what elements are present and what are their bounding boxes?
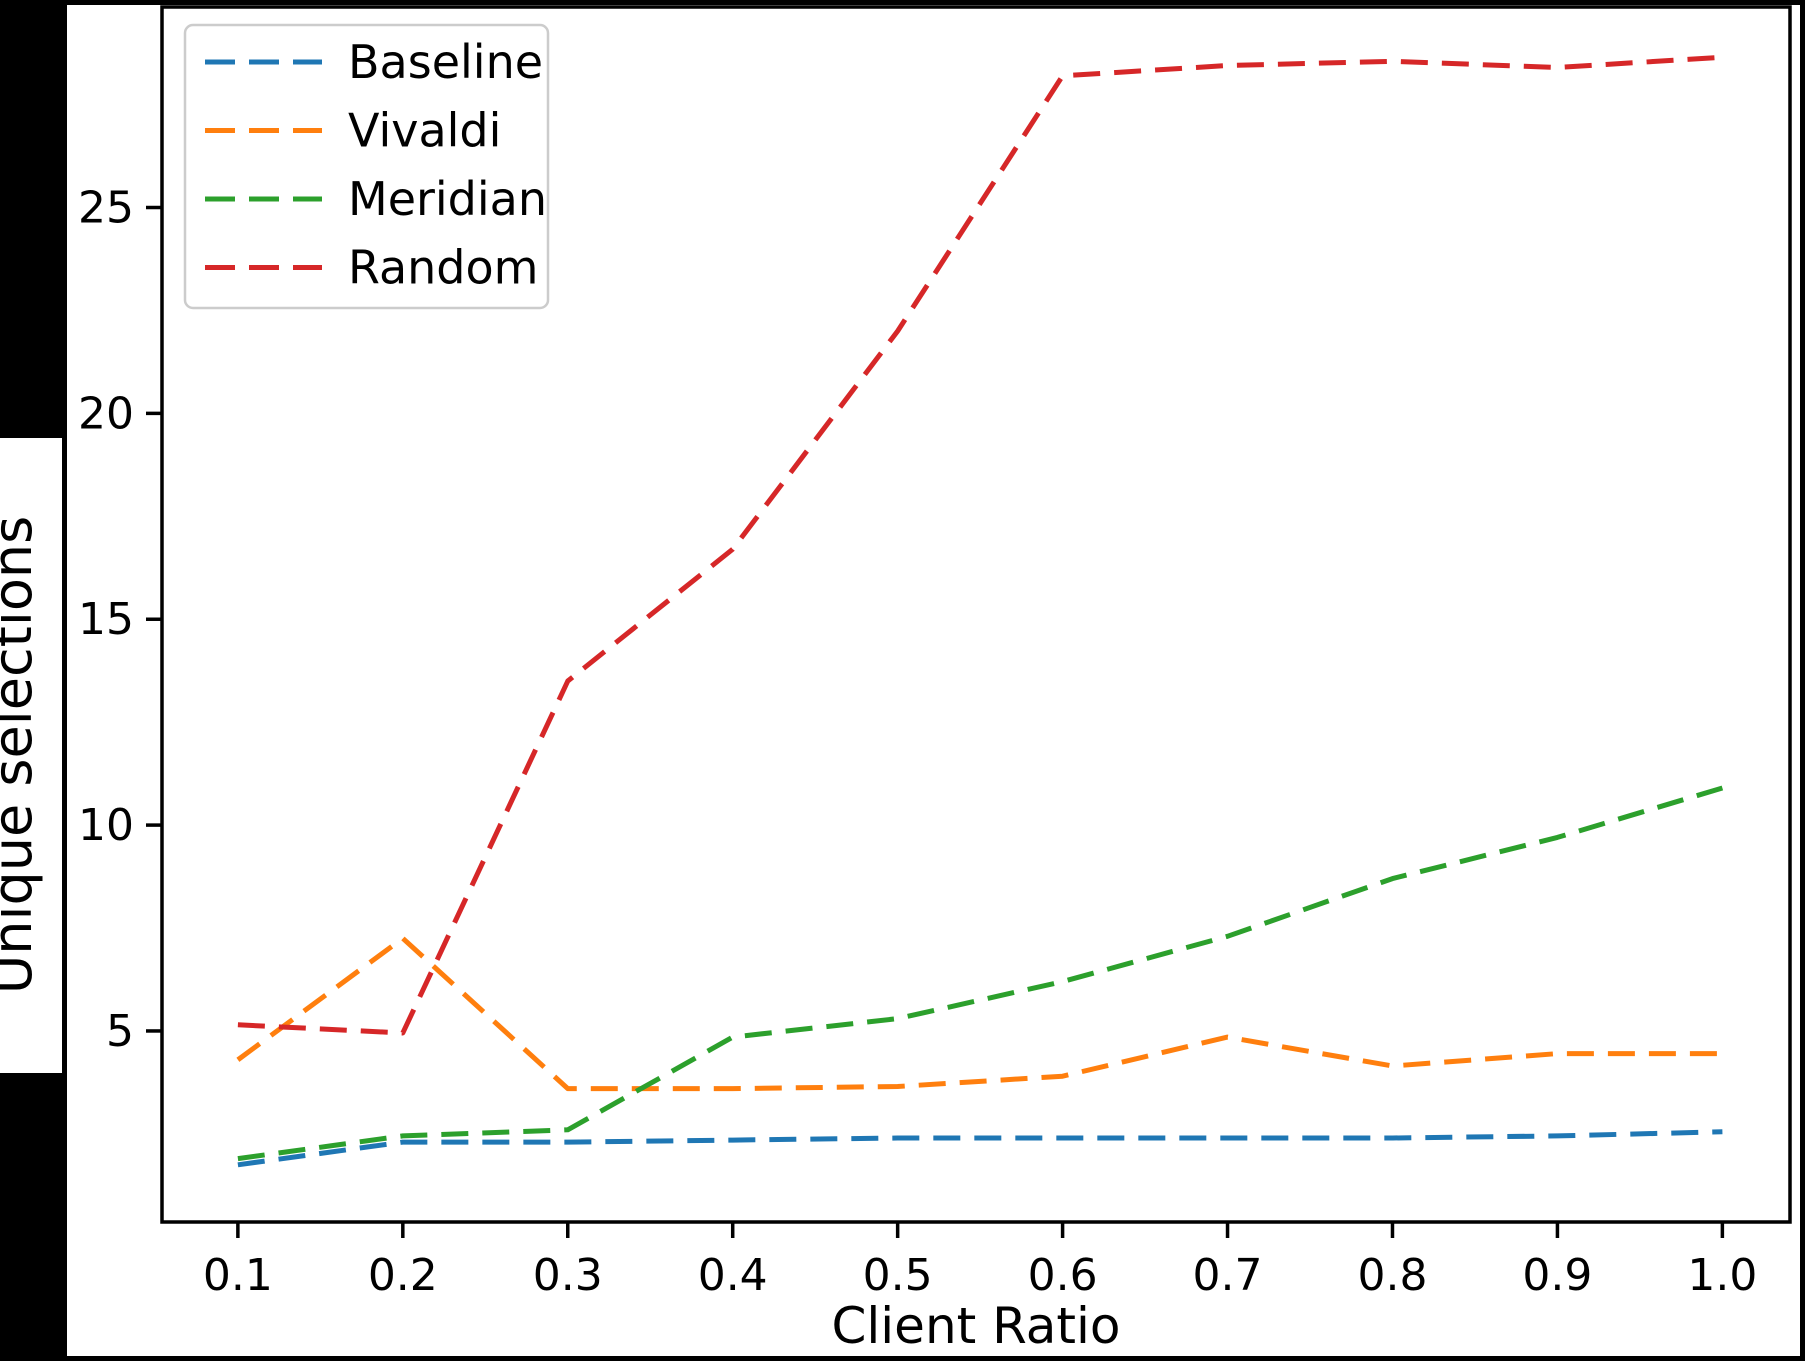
x-tick-label: 0.2 <box>368 1250 438 1301</box>
legend-label: Baseline <box>348 35 543 89</box>
x-tick-label: 0.1 <box>203 1250 273 1301</box>
legend-item-baseline: Baseline <box>205 35 543 89</box>
series-line-vivaldi <box>236 935 1723 1092</box>
y-tick-label: 15 <box>78 594 134 645</box>
legend-label: Random <box>348 241 538 295</box>
series-lines <box>236 54 1724 1168</box>
series-line-meridian <box>237 785 1724 1162</box>
x-tick-label: 0.9 <box>1522 1250 1592 1301</box>
y-axis-label: Unique selections <box>0 516 44 995</box>
x-tick-label: 0.8 <box>1357 1250 1427 1301</box>
plot-area-border <box>160 5 1792 1224</box>
y-axis-label-background <box>0 438 62 1073</box>
x-tick-label: 0.4 <box>698 1250 768 1301</box>
x-axis-label: Client Ratio <box>831 1297 1120 1355</box>
axes-spines <box>160 5 1792 1224</box>
y-axis-label-group: Unique selections <box>0 438 62 1073</box>
legend-box <box>183 23 550 310</box>
y-tick-label: 20 <box>78 388 134 439</box>
legend: Baseline Vivaldi Meridian Random <box>183 23 550 310</box>
legend-item-random: Random <box>205 241 538 295</box>
legend-item-meridian: Meridian <box>205 172 547 226</box>
y-axis-ticks: 5 10 15 20 25 <box>78 183 162 1057</box>
x-tick-label: 0.7 <box>1193 1250 1263 1301</box>
y-tick-label: 5 <box>106 1006 134 1057</box>
y-tick-label: 10 <box>78 800 134 851</box>
legend-label: Vivaldi <box>348 104 501 158</box>
x-tick-label: 0.6 <box>1028 1250 1098 1301</box>
y-tick-label: 25 <box>78 183 134 234</box>
x-tick-label: 0.3 <box>533 1250 603 1301</box>
series-line-baseline <box>237 1129 1723 1168</box>
x-axis-ticks: 0.1 0.2 0.3 0.4 0.5 0.6 0.7 0.8 0.9 1.0 <box>203 1222 1757 1301</box>
legend-item-vivaldi: Vivaldi <box>205 104 501 158</box>
x-tick-label: 0.5 <box>863 1250 933 1301</box>
legend-label: Meridian <box>348 172 547 226</box>
series-line-random <box>237 54 1723 1036</box>
x-tick-label: 1.0 <box>1687 1250 1757 1301</box>
